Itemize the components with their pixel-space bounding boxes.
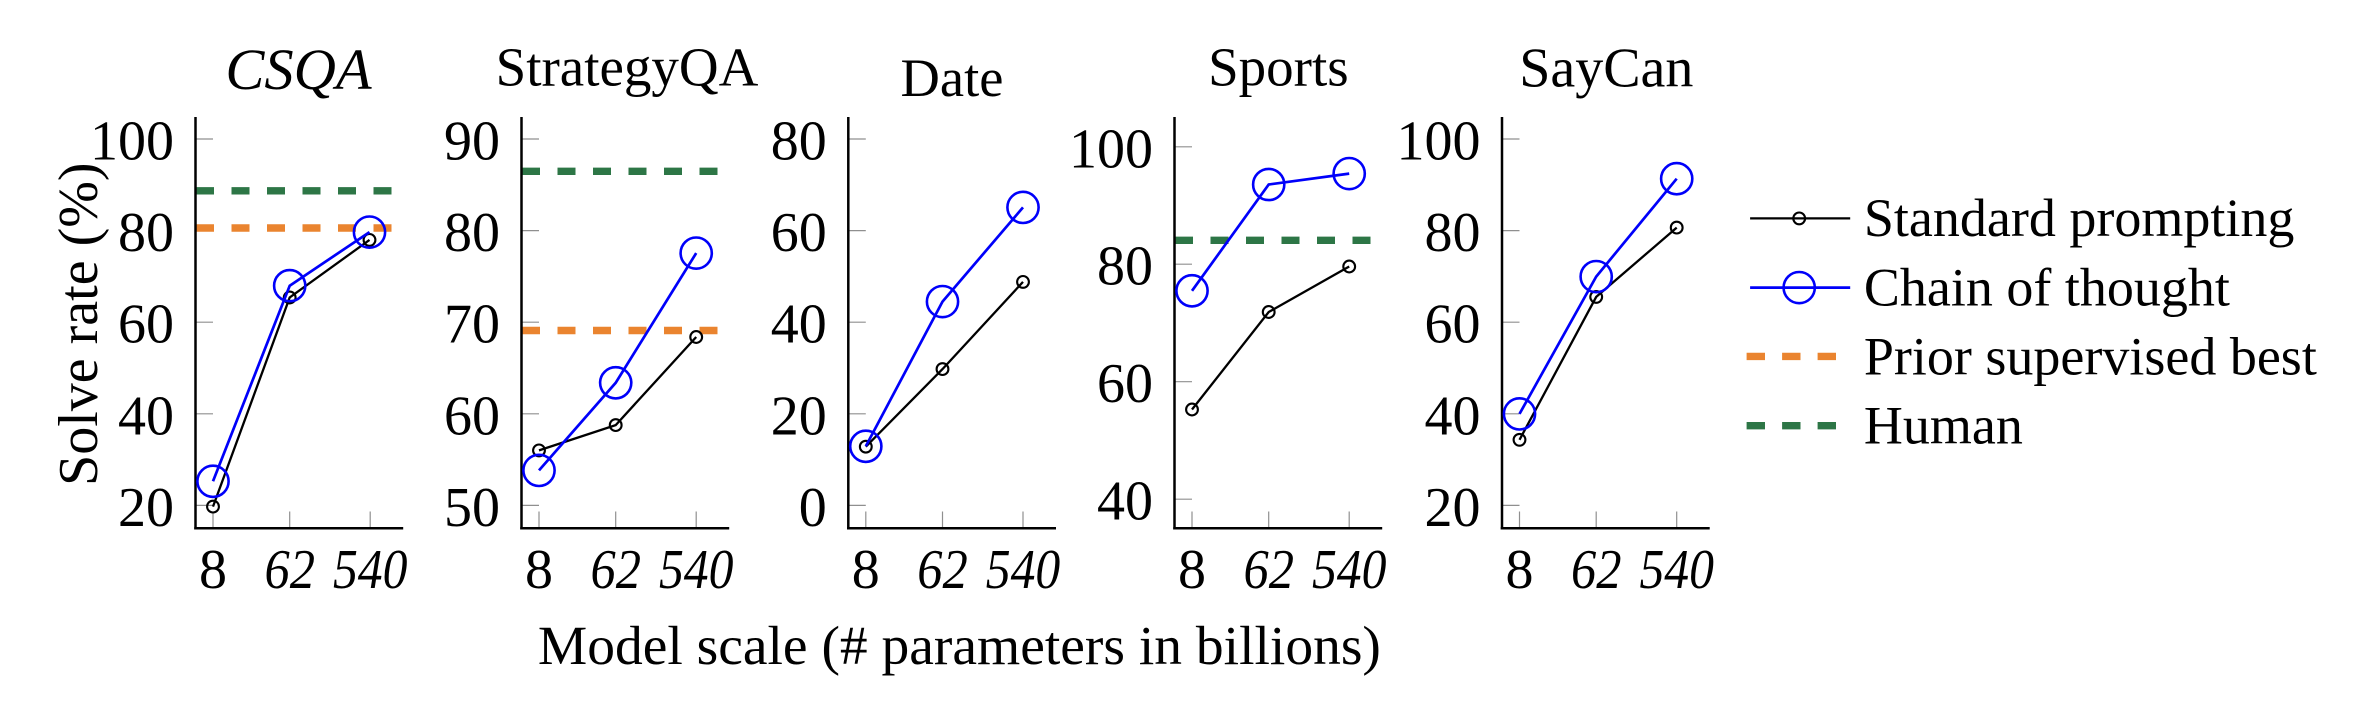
svg-text:Standard prompting: Standard prompting	[1864, 188, 2294, 248]
svg-text:62: 62	[264, 539, 315, 601]
svg-text:8: 8	[1506, 539, 1534, 601]
svg-text:Sports: Sports	[1208, 37, 1349, 98]
svg-text:40: 40	[1425, 385, 1481, 447]
svg-text:100: 100	[90, 111, 174, 173]
svg-text:62: 62	[917, 539, 968, 601]
svg-text:80: 80	[1425, 202, 1481, 264]
svg-text:60: 60	[444, 385, 500, 447]
svg-text:SayCan: SayCan	[1519, 37, 1693, 99]
svg-text:80: 80	[771, 111, 827, 173]
svg-text:62: 62	[1243, 539, 1294, 601]
svg-text:Human: Human	[1864, 396, 2023, 456]
svg-text:100: 100	[1397, 111, 1481, 173]
svg-text:8: 8	[199, 539, 227, 601]
svg-text:20: 20	[771, 385, 827, 447]
svg-text:Date: Date	[901, 47, 1004, 108]
svg-text:540: 540	[986, 539, 1061, 601]
svg-text:62: 62	[1571, 539, 1622, 601]
svg-text:0: 0	[799, 477, 827, 539]
svg-text:100: 100	[1069, 118, 1153, 180]
svg-text:540: 540	[1312, 539, 1387, 601]
svg-text:60: 60	[1097, 353, 1153, 415]
svg-text:540: 540	[333, 539, 408, 601]
svg-text:Model scale (# parameters in b: Model scale (# parameters in billions)	[538, 616, 1381, 677]
svg-text:60: 60	[771, 202, 827, 264]
svg-text:8: 8	[525, 539, 553, 601]
svg-text:40: 40	[771, 294, 827, 356]
svg-text:40: 40	[118, 385, 174, 447]
svg-text:62: 62	[590, 539, 641, 601]
svg-text:540: 540	[659, 539, 734, 601]
svg-text:80: 80	[1097, 236, 1153, 298]
svg-text:60: 60	[1425, 294, 1481, 356]
svg-text:Chain of thought: Chain of thought	[1864, 257, 2230, 317]
svg-text:20: 20	[1425, 477, 1481, 539]
svg-text:50: 50	[444, 477, 500, 539]
svg-text:Solve rate (%): Solve rate (%)	[48, 162, 110, 485]
svg-text:80: 80	[444, 202, 500, 264]
svg-text:90: 90	[444, 111, 500, 173]
svg-text:20: 20	[118, 477, 174, 539]
svg-text:40: 40	[1097, 471, 1153, 533]
svg-text:StrategyQA: StrategyQA	[496, 37, 759, 98]
svg-text:Prior supervised best: Prior supervised best	[1864, 327, 2317, 387]
svg-text:8: 8	[1178, 539, 1206, 601]
svg-text:CSQA: CSQA	[225, 37, 372, 102]
svg-text:60: 60	[118, 294, 174, 356]
svg-text:8: 8	[852, 539, 880, 601]
svg-text:540: 540	[1639, 539, 1714, 601]
svg-text:70: 70	[444, 294, 500, 356]
svg-text:80: 80	[118, 202, 174, 264]
